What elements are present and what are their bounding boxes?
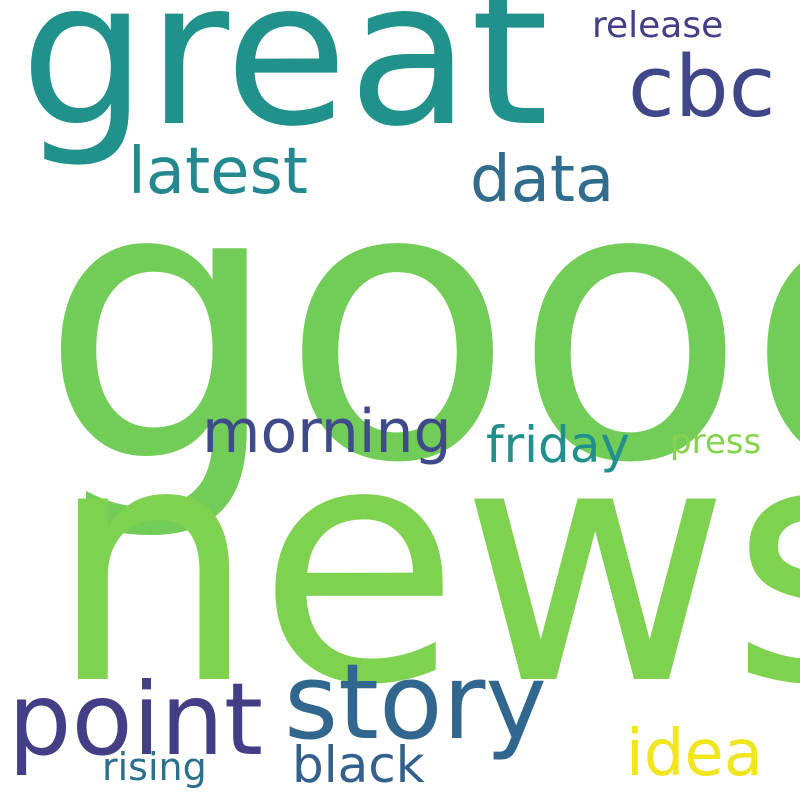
word-friday: friday bbox=[486, 416, 631, 474]
word-good: good bbox=[40, 103, 800, 546]
word-rising: rising bbox=[102, 745, 207, 789]
word-great: great bbox=[20, 0, 549, 171]
word-cbc: cbc bbox=[628, 38, 776, 137]
word-point: point bbox=[8, 661, 264, 778]
word-morning: morning bbox=[202, 397, 452, 467]
word-story: story bbox=[284, 641, 547, 763]
word-idea: idea bbox=[626, 717, 763, 791]
word-press: press bbox=[670, 422, 762, 462]
word-black: black bbox=[292, 736, 425, 794]
word-news: news bbox=[48, 373, 800, 757]
word-data: data bbox=[470, 143, 615, 217]
word-release: release bbox=[592, 5, 724, 46]
word-latest: latest bbox=[128, 135, 308, 209]
